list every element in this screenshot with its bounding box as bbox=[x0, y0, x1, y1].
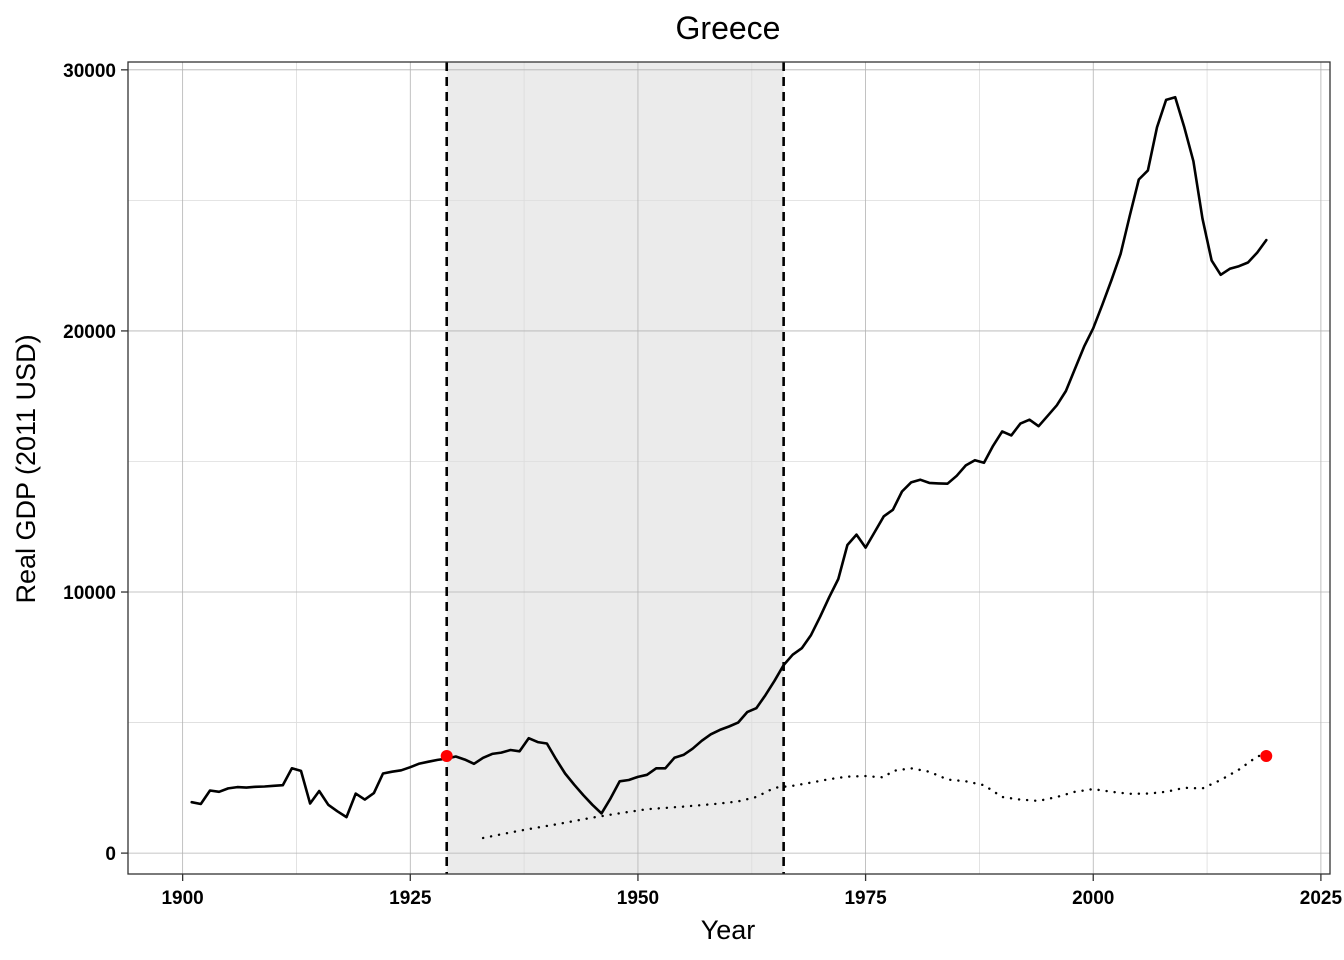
highlight-point bbox=[440, 749, 453, 762]
x-tick-label: 1900 bbox=[161, 888, 203, 909]
x-tick-label: 2025 bbox=[1300, 888, 1343, 909]
x-tick-label: 1950 bbox=[617, 888, 659, 909]
chart-title: Greece bbox=[676, 10, 781, 46]
plot-area bbox=[127, 61, 1331, 875]
x-tick-label: 1975 bbox=[844, 888, 887, 909]
series-line-solid bbox=[190, 95, 1268, 819]
y-tick-label: 10000 bbox=[63, 583, 116, 604]
x-tick-label: 2000 bbox=[1072, 888, 1114, 909]
y-tick-label: 30000 bbox=[63, 61, 116, 82]
x-axis-ticks: 1900 1925 1950 1975 2000 2025 bbox=[161, 874, 1342, 909]
shaded-period bbox=[446, 62, 784, 874]
y-axis-ticks: 0 10000 20000 30000 bbox=[63, 61, 128, 865]
y-axis-title: Real GDP (2011 USD) bbox=[11, 334, 41, 603]
highlight-point bbox=[1260, 749, 1273, 762]
x-axis-title: Year bbox=[701, 915, 756, 945]
y-tick-label: 20000 bbox=[63, 322, 116, 343]
x-tick-label: 1925 bbox=[389, 888, 432, 909]
plot-border bbox=[127, 61, 1331, 875]
y-tick-label: 0 bbox=[105, 844, 116, 865]
